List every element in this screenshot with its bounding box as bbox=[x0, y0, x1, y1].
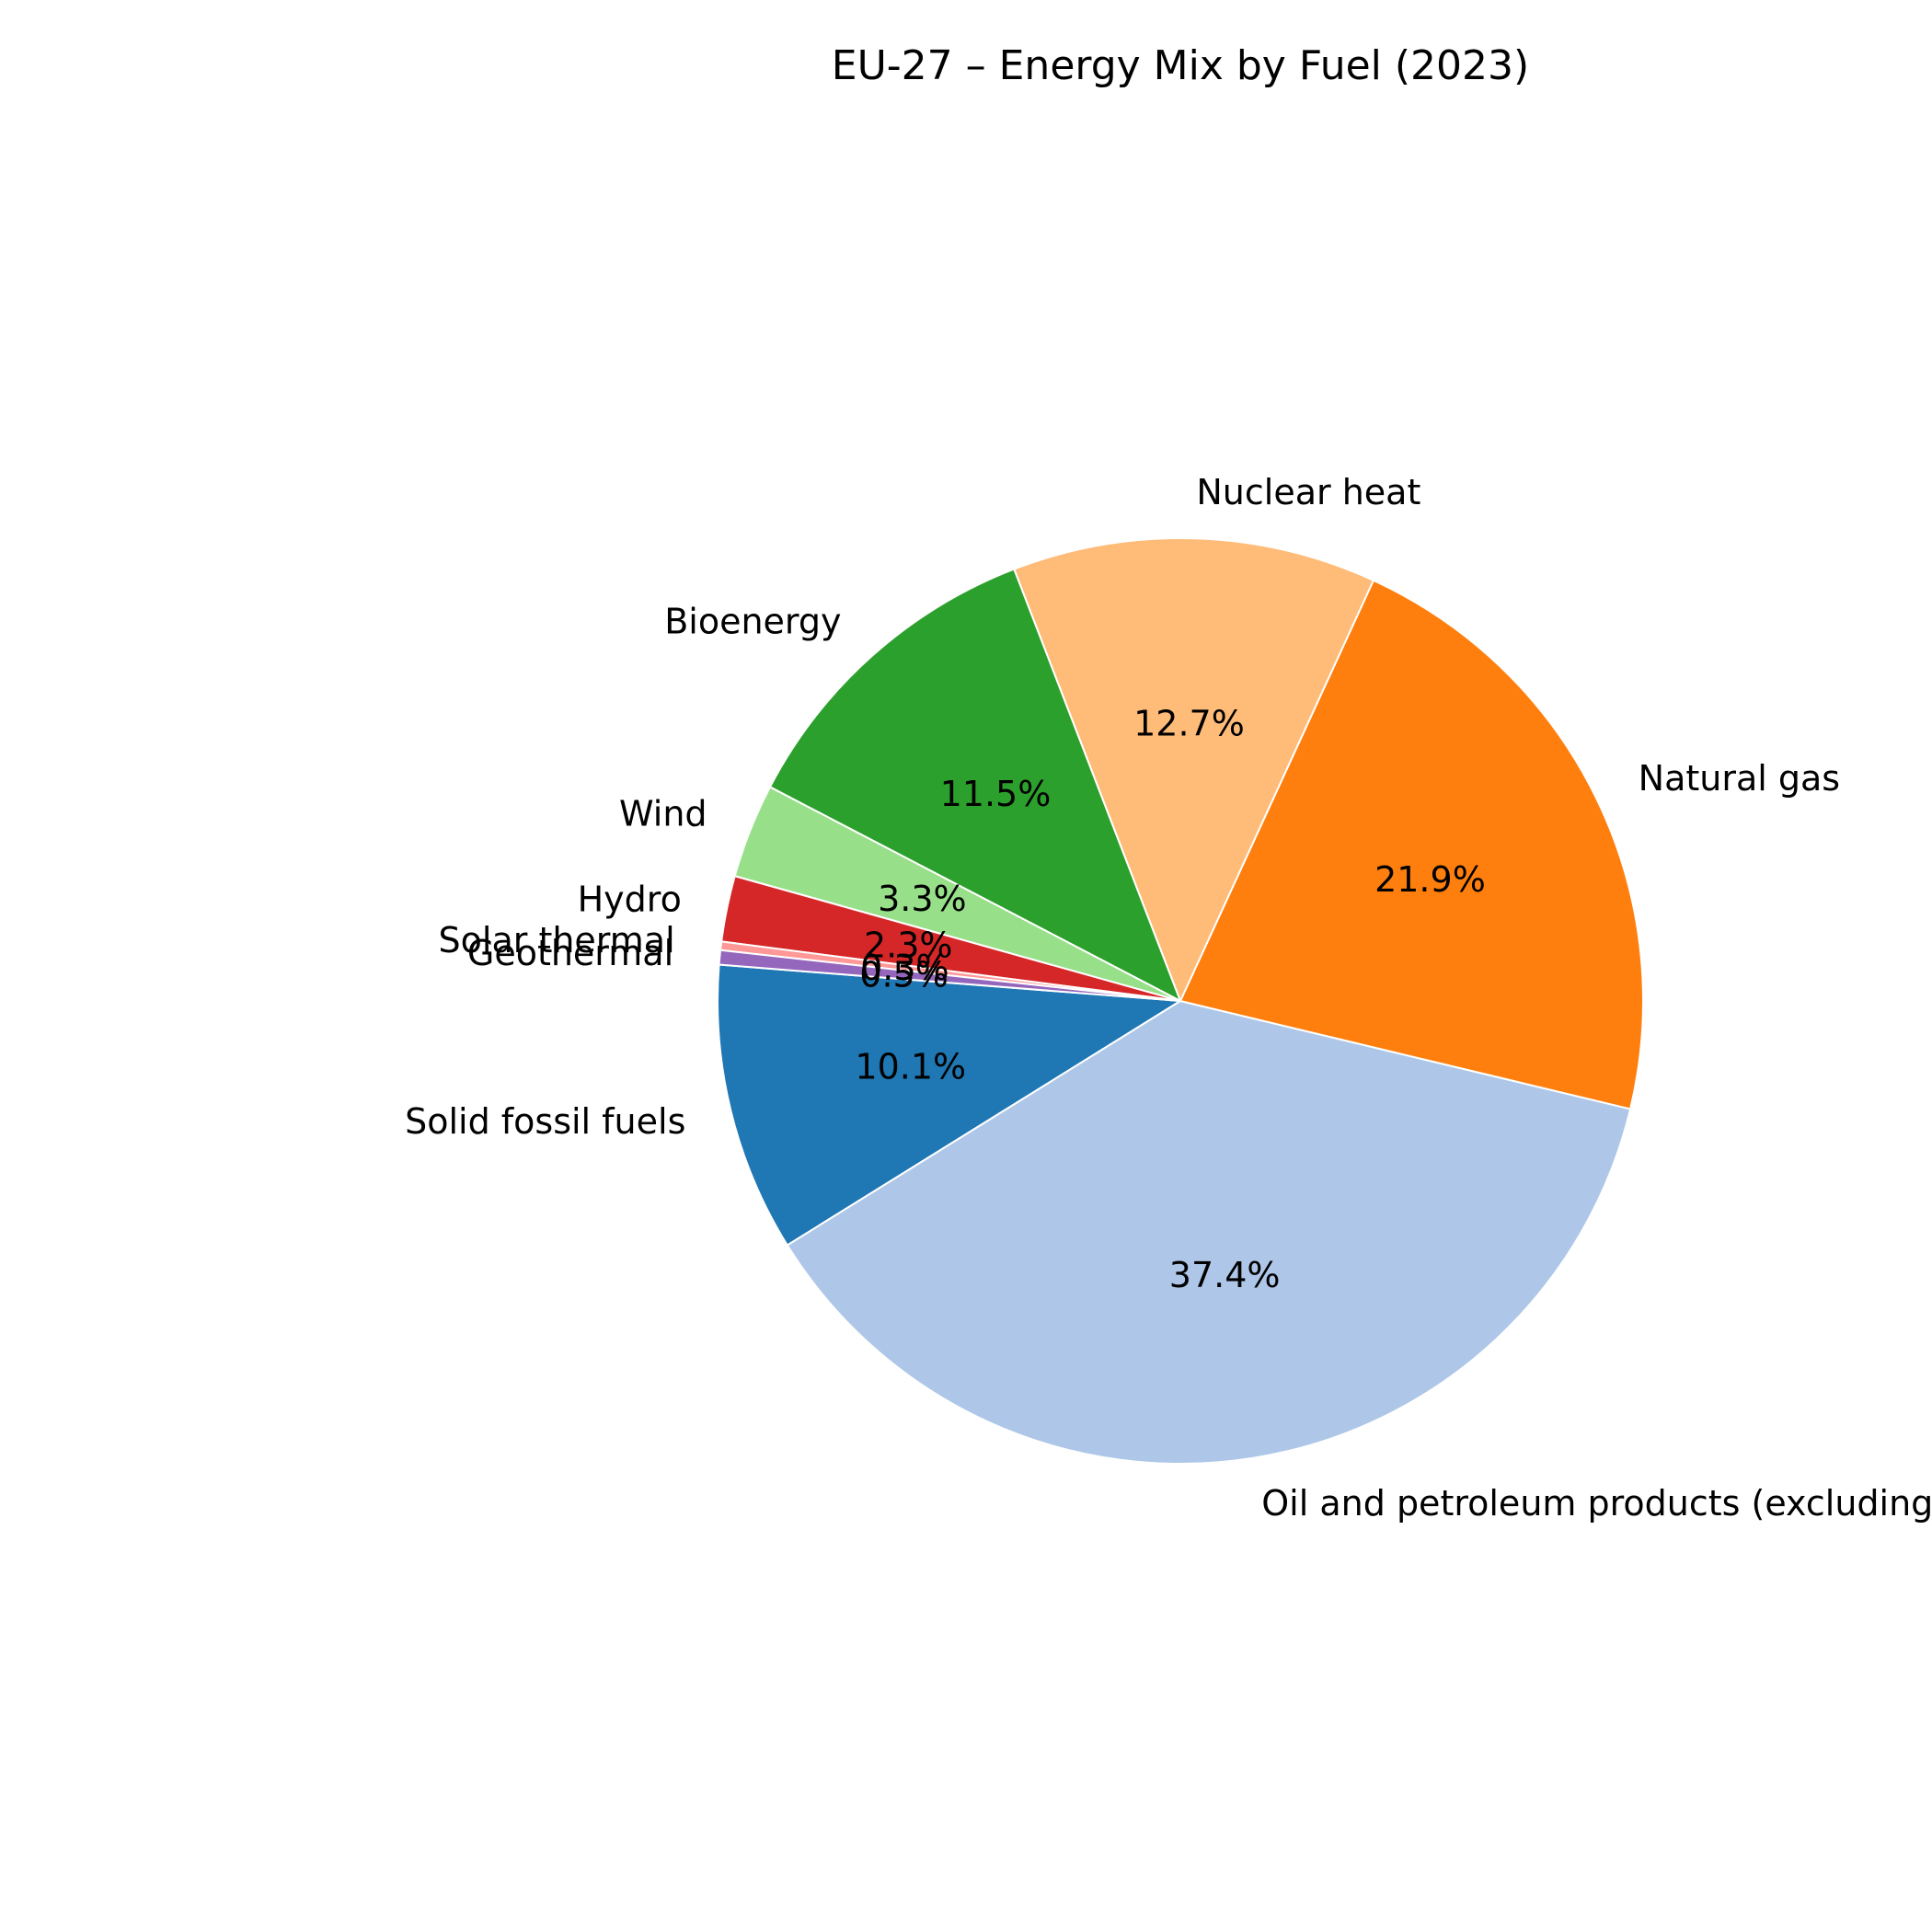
slice-percent-oil-and-petroleum-products-excluding-biofuel-portion: 37.4% bbox=[1169, 1255, 1281, 1295]
pie-outer-labels: Solid fossil fuels Oil and petroleum prod… bbox=[405, 472, 1932, 1524]
slice-label-solid-fossil-fuels: Solid fossil fuels bbox=[405, 1101, 685, 1142]
slice-label-geothermal: Geothermal bbox=[467, 933, 673, 973]
chart-title: EU-27 – Energy Mix by Fuel (2023) bbox=[832, 42, 1529, 89]
slice-percent-solid-fossil-fuels: 10.1% bbox=[855, 1046, 966, 1087]
pie-slice-nuclear-heat bbox=[1013, 537, 1374, 1002]
pie-percent-labels: 10.1% 37.4% 21.9% 12.7% 11.5% 3.3% 2.3%0.3%0.5… bbox=[855, 703, 1485, 1295]
pie-slice-geothermal bbox=[718, 949, 1181, 1002]
pie-slice-bioenergy bbox=[768, 568, 1181, 1002]
slice-percent-natural-gas: 21.9% bbox=[1374, 859, 1486, 900]
pie-slice-natural-gas bbox=[1179, 579, 1644, 1110]
slice-label-natural-gas: Natural gas bbox=[1639, 758, 1840, 799]
slice-label-wind: Wind bbox=[619, 793, 707, 834]
slice-percent-solar-thermal: 0.3% bbox=[860, 948, 949, 988]
pie-slice-oil-and-petroleum-products-excluding-biofuel-portion bbox=[786, 1000, 1632, 1465]
slice-label-hydro: Hydro bbox=[578, 880, 682, 920]
slice-percent-hydro: 2.3% bbox=[864, 926, 953, 966]
slice-label-nuclear-heat: Nuclear heat bbox=[1196, 472, 1420, 512]
slice-percent-bioenergy: 11.5% bbox=[940, 774, 1052, 814]
pie-wedges bbox=[717, 537, 1644, 1465]
pie-slice-solid-fossil-fuels bbox=[717, 963, 1181, 1247]
slice-label-oil-and-petroleum-products-excluding-biofuel-portion: Oil and petroleum products (excluding bi… bbox=[1261, 1483, 1932, 1524]
slice-label-solar-thermal: Solar thermal bbox=[439, 920, 675, 960]
slice-percent-wind: 3.3% bbox=[878, 879, 967, 919]
slice-percent-nuclear-heat: 12.7% bbox=[1133, 703, 1245, 743]
slice-percent-geothermal: 0.5% bbox=[859, 955, 949, 995]
slice-label-bioenergy: Bioenergy bbox=[664, 601, 841, 641]
